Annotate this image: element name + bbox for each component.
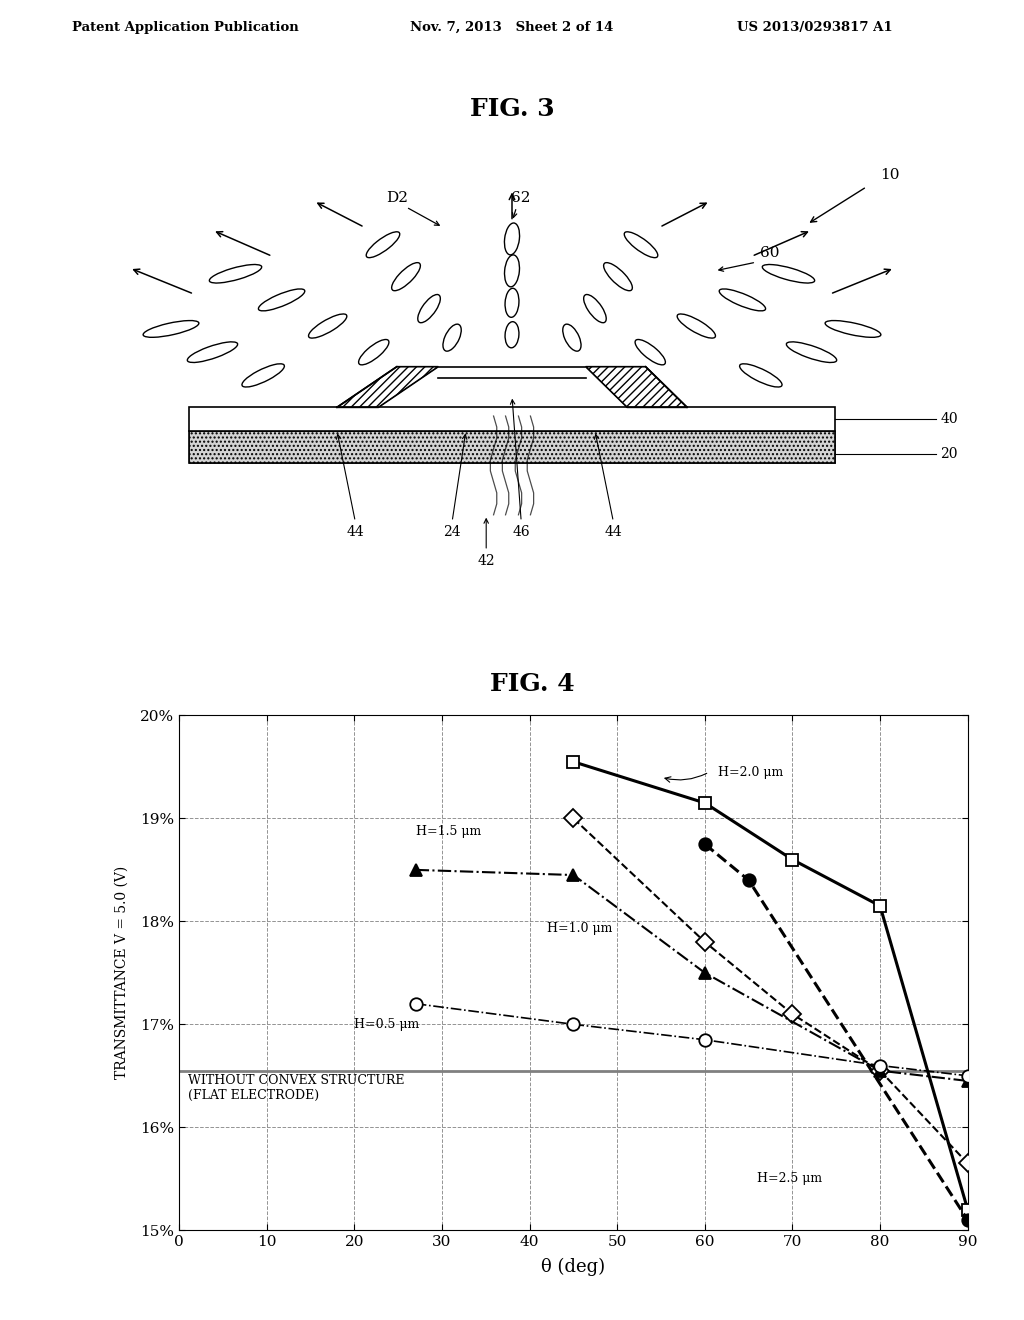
Polygon shape bbox=[337, 367, 438, 408]
Text: D2: D2 bbox=[386, 191, 408, 206]
Text: 44: 44 bbox=[346, 525, 365, 540]
Text: Patent Application Publication: Patent Application Publication bbox=[72, 21, 298, 34]
Text: 42: 42 bbox=[477, 554, 495, 569]
Ellipse shape bbox=[505, 288, 519, 317]
Bar bbox=[189, 408, 835, 430]
Text: H=1.5 μm: H=1.5 μm bbox=[416, 825, 481, 838]
Ellipse shape bbox=[719, 289, 766, 312]
Ellipse shape bbox=[563, 325, 581, 351]
Text: FIG. 3: FIG. 3 bbox=[470, 96, 554, 120]
Ellipse shape bbox=[625, 232, 657, 257]
Ellipse shape bbox=[677, 314, 716, 338]
Text: 10: 10 bbox=[880, 168, 900, 182]
Bar bbox=[189, 430, 835, 462]
Text: 24: 24 bbox=[443, 525, 461, 540]
Ellipse shape bbox=[242, 364, 285, 387]
Text: H=1.0 μm: H=1.0 μm bbox=[547, 923, 612, 935]
X-axis label: θ (deg): θ (deg) bbox=[542, 1258, 605, 1275]
Ellipse shape bbox=[584, 294, 606, 322]
Text: 60: 60 bbox=[760, 247, 780, 260]
Ellipse shape bbox=[443, 325, 461, 351]
Ellipse shape bbox=[505, 223, 519, 255]
Bar bbox=[438, 367, 586, 379]
Ellipse shape bbox=[762, 264, 815, 282]
Ellipse shape bbox=[635, 339, 666, 364]
Text: 20: 20 bbox=[941, 446, 958, 461]
Ellipse shape bbox=[418, 294, 440, 322]
Bar bbox=[189, 430, 835, 462]
Ellipse shape bbox=[187, 342, 238, 363]
Ellipse shape bbox=[825, 321, 881, 338]
Ellipse shape bbox=[209, 264, 262, 282]
Ellipse shape bbox=[505, 255, 519, 286]
Text: US 2013/0293817 A1: US 2013/0293817 A1 bbox=[737, 21, 893, 34]
Ellipse shape bbox=[505, 322, 519, 347]
Text: 40: 40 bbox=[941, 412, 958, 426]
Text: 46: 46 bbox=[512, 525, 530, 540]
Ellipse shape bbox=[603, 263, 633, 290]
Text: 44: 44 bbox=[604, 525, 623, 540]
Text: 62: 62 bbox=[511, 191, 531, 206]
Text: Nov. 7, 2013   Sheet 2 of 14: Nov. 7, 2013 Sheet 2 of 14 bbox=[410, 21, 613, 34]
Ellipse shape bbox=[786, 342, 837, 363]
Ellipse shape bbox=[308, 314, 347, 338]
Ellipse shape bbox=[367, 232, 399, 257]
Ellipse shape bbox=[739, 364, 782, 387]
Text: H=0.5 μm: H=0.5 μm bbox=[354, 1018, 420, 1031]
Ellipse shape bbox=[143, 321, 199, 338]
Polygon shape bbox=[586, 367, 687, 408]
Text: H=2.0 μm: H=2.0 μm bbox=[718, 766, 783, 779]
Ellipse shape bbox=[391, 263, 421, 290]
Text: H=2.5 μm: H=2.5 μm bbox=[758, 1172, 822, 1185]
Text: WITHOUT CONVEX STRUCTURE
(FLAT ELECTRODE): WITHOUT CONVEX STRUCTURE (FLAT ELECTRODE… bbox=[188, 1073, 404, 1102]
Y-axis label: TRANSMITTANCE V = 5.0 (V): TRANSMITTANCE V = 5.0 (V) bbox=[115, 866, 129, 1080]
Ellipse shape bbox=[258, 289, 305, 312]
Ellipse shape bbox=[358, 339, 389, 364]
Text: FIG. 4: FIG. 4 bbox=[490, 672, 574, 696]
